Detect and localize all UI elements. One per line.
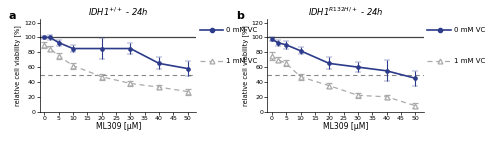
Text: 0 mM VC: 0 mM VC xyxy=(454,27,485,33)
X-axis label: ML309 [μM]: ML309 [μM] xyxy=(323,122,368,131)
Text: a: a xyxy=(8,11,16,21)
Text: 1 mM VC: 1 mM VC xyxy=(454,58,485,64)
Text: b: b xyxy=(236,11,244,21)
X-axis label: ML309 [μM]: ML309 [μM] xyxy=(96,122,141,131)
Text: 0 mM VC: 0 mM VC xyxy=(226,27,258,33)
Text: 1 mM VC: 1 mM VC xyxy=(226,58,258,64)
Y-axis label: relative cell viability [%]: relative cell viability [%] xyxy=(242,25,249,106)
Y-axis label: relative cell viability [%]: relative cell viability [%] xyxy=(14,25,21,106)
Title: IDH1$^{R132H/+}$ - 24h: IDH1$^{R132H/+}$ - 24h xyxy=(308,6,384,18)
Title: IDH1$^{+/+}$ - 24h: IDH1$^{+/+}$ - 24h xyxy=(88,6,148,18)
